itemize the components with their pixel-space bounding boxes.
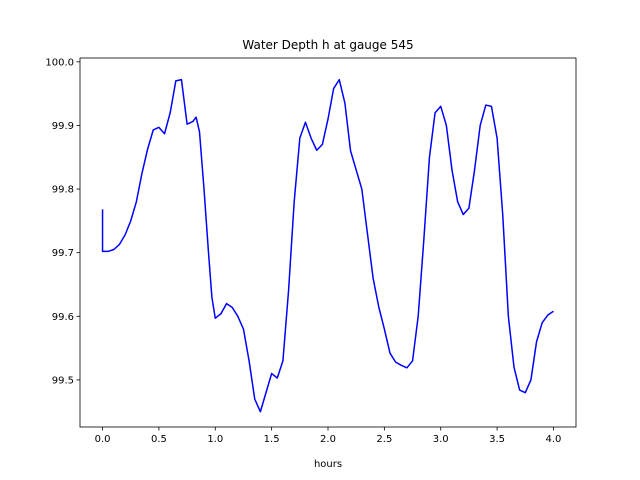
x-tick-label: 2.5 xyxy=(376,434,392,445)
x-tick-label: 3.0 xyxy=(433,434,449,445)
x-tick-label: 0.5 xyxy=(151,434,167,445)
x-tick-label: 1.5 xyxy=(264,434,280,445)
y-tick-label: 99.5 xyxy=(52,375,74,386)
x-tick-label: 2.0 xyxy=(320,434,336,445)
y-tick-label: 99.9 xyxy=(52,121,74,132)
x-tick-label: 0.0 xyxy=(95,434,111,445)
x-axis-label: hours xyxy=(314,459,342,470)
axes-layer: 0.0 0.5 1.0 1.5 2.0 2.5 3.0 3.5 4.0 99.5 99.6 99.7 9… xyxy=(45,57,577,445)
chart-title: Water Depth h at gauge 545 xyxy=(242,38,413,52)
plot-background xyxy=(80,58,576,427)
plot-area xyxy=(80,58,576,427)
y-tick-label: 99.8 xyxy=(52,185,74,196)
x-tick-label: 1.0 xyxy=(207,434,223,445)
data-layer xyxy=(101,78,554,413)
y-tick-label: 99.7 xyxy=(52,248,74,259)
y-tick-label: 99.6 xyxy=(52,312,74,323)
y-tick-label: 100.0 xyxy=(45,57,74,68)
series-line-0 xyxy=(101,78,554,413)
x-tick-label: 4.0 xyxy=(546,434,562,445)
x-tick-label: 3.5 xyxy=(489,434,505,445)
